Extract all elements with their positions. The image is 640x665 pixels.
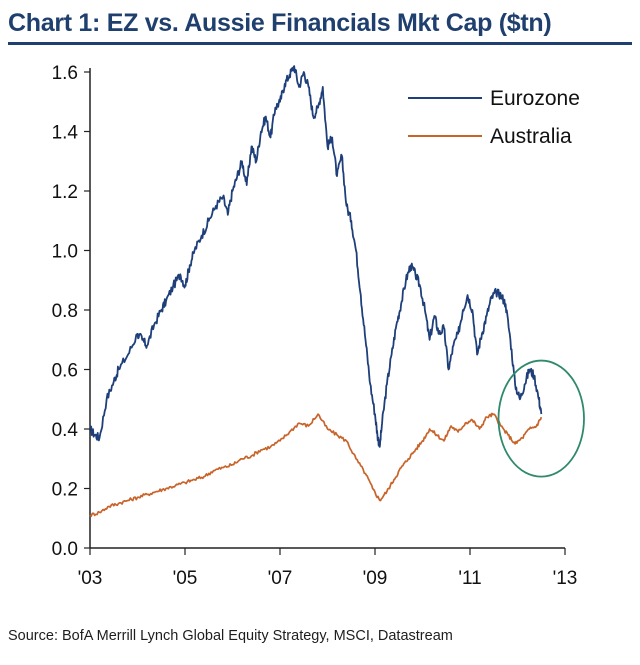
source-note: Source: BofA Merrill Lynch Global Equity…: [8, 628, 453, 644]
x-tick-label: '05: [173, 568, 198, 589]
x-axis-ticks: '03 '05 '07 '09 '11 '13: [78, 548, 578, 589]
y-tick-label: 1.0: [52, 242, 78, 263]
y-tick-label: 0.6: [52, 361, 78, 382]
y-tick-label: 0.0: [52, 539, 78, 560]
title-underline: [8, 42, 632, 45]
annotations: [497, 359, 585, 478]
series-line-australia: [89, 412, 543, 518]
x-tick-label: '11: [458, 568, 481, 589]
legend: Eurozone Australia: [408, 87, 580, 148]
y-tick-label: 0.2: [52, 480, 78, 501]
y-tick-label: 1.2: [52, 182, 78, 203]
x-tick-label: '03: [78, 568, 103, 589]
y-tick-label: 1.6: [52, 63, 78, 84]
y-tick-label: 0.8: [52, 301, 78, 322]
legend-label-eurozone: Eurozone: [490, 87, 580, 110]
series-lines: [89, 65, 543, 518]
highlight-circle: [497, 359, 585, 478]
y-axis-ticks: 0.0 0.2 0.4 0.6 0.8 1.0 1.2 1.4 1.6: [52, 63, 90, 560]
x-tick-label: '07: [268, 568, 293, 589]
legend-label-australia: Australia: [490, 125, 572, 148]
y-tick-label: 1.4: [52, 123, 79, 144]
x-tick-label: '09: [363, 568, 388, 589]
series-line-eurozone: [89, 65, 543, 448]
x-tick-label: '13: [553, 568, 578, 589]
chart-title: Chart 1: EZ vs. Aussie Financials Mkt Ca…: [8, 9, 552, 37]
y-tick-label: 0.4: [52, 420, 79, 441]
